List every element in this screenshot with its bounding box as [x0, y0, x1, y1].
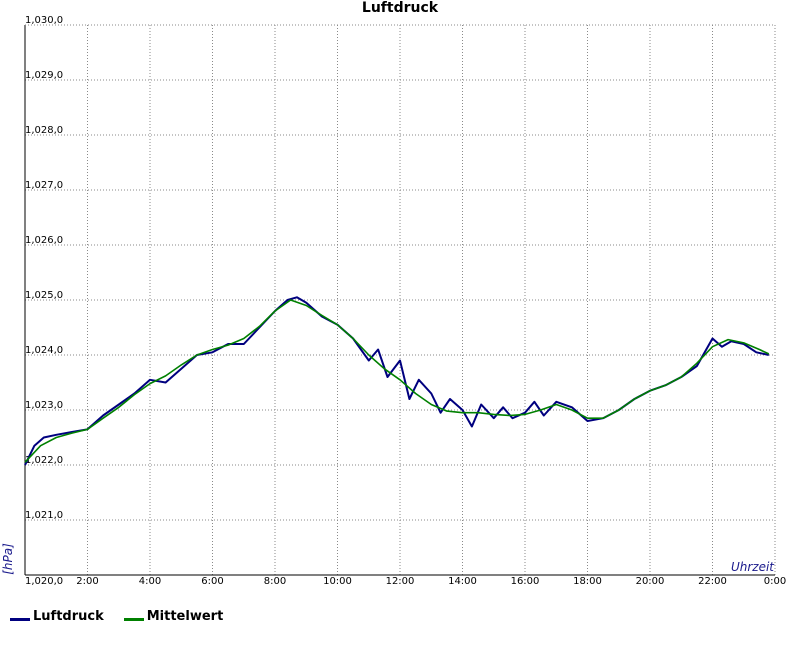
x-tick-label: 14:00 — [448, 576, 477, 587]
series-lines — [24, 296, 770, 466]
legend-label-luftdruck: Luftdruck — [33, 609, 104, 624]
legend-item-mittelwert: Mittelwert — [123, 609, 224, 624]
y-tick-label: 1,022,0 — [25, 455, 63, 466]
x-tick-label: 6:00 — [201, 576, 223, 587]
legend-swatch-mittelwert — [123, 618, 144, 621]
x-tick-label: 12:00 — [386, 576, 415, 587]
y-tick-label: 1,026,0 — [25, 235, 63, 246]
y-tick-label: 1,025,0 — [25, 290, 63, 301]
x-tick-label: 4:00 — [139, 576, 161, 587]
y-tick-label: 1,028,0 — [25, 125, 63, 136]
y-tick-label: 1,023,0 — [25, 400, 63, 411]
y-tick-label: 1,020,0 — [25, 576, 63, 587]
legend-label-mittelwert: Mittelwert — [146, 609, 224, 624]
legend-swatch-luftdruck — [10, 618, 30, 621]
y-tick-label: 1,021,0 — [25, 510, 63, 521]
x-tick-label: 20:00 — [636, 576, 665, 587]
y-tick-label: 1,024,0 — [25, 345, 63, 356]
chart-title: Luftdruck — [362, 0, 439, 16]
y-tick-label: 1,030,0 — [25, 15, 63, 26]
x-tick-label: 18:00 — [573, 576, 602, 587]
legend-item-luftdruck: Luftdruck — [10, 609, 104, 624]
x-tick-label: 16:00 — [511, 576, 540, 587]
x-tick-labels: 2:00 4:00 6:00 8:00 10:00 12:00 14:00 16:00 18:0… — [76, 576, 786, 587]
x-tick-label: 8:00 — [264, 576, 286, 587]
x-tick-label: 22:00 — [698, 576, 727, 587]
grid — [25, 24, 776, 575]
axes — [24, 24, 775, 576]
y-tick-label: 1,029,0 — [25, 70, 63, 81]
y-tick-labels: 1,020,0 1,021,0 1,022,0 1,023,0 1,024,0 1,025… — [25, 15, 63, 587]
series-line-mittelwert — [24, 299, 770, 463]
legend: Luftdruck Mittelwert — [10, 609, 223, 624]
x-tick-label: 2:00 — [76, 576, 98, 587]
y-tick-label: 1,027,0 — [25, 180, 63, 191]
series-line-luftdruck — [24, 296, 770, 466]
x-axis-label: Uhrzeit — [731, 560, 775, 574]
x-tick-label: 10:00 — [323, 576, 352, 587]
x-tick-label: 0:00 — [764, 576, 786, 587]
y-axis-label: [hPa] — [1, 543, 15, 575]
